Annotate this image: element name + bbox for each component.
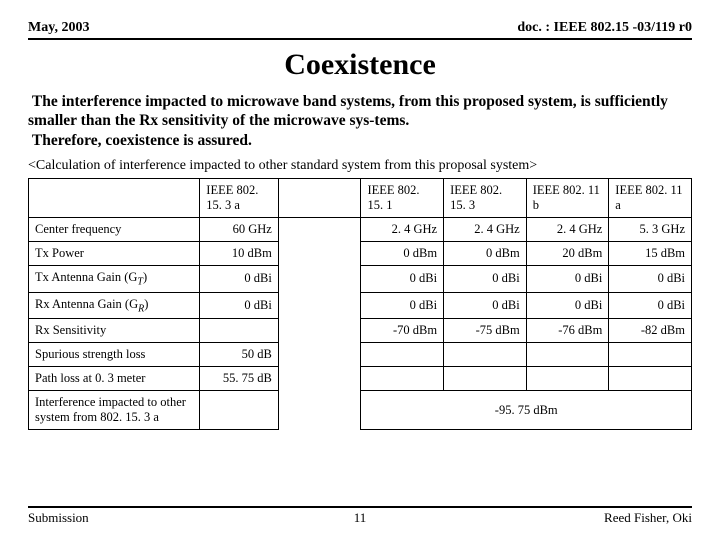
table-caption: <Calculation of interference impacted to… [28,158,692,174]
footer-page-number: 11 [28,510,692,526]
table-row: Tx Power10 dBm0 dBm0 dBm20 dBm15 dBm [29,242,692,266]
cell [200,319,279,343]
cell: 0 dBm [444,242,527,266]
cell: -82 dBm [609,319,692,343]
cell: 0 dBi [361,266,444,293]
col-header: IEEE 802. 15. 3 [444,179,527,218]
row-label: Rx Sensitivity [29,319,200,343]
table-row: Rx Antenna Gain (GR)0 dBi0 dBi0 dBi0 dBi… [29,292,692,319]
cell [444,367,527,391]
cell: 50 dB [200,343,279,367]
cell: 0 dBi [444,266,527,293]
row-label: Tx Power [29,242,200,266]
cell [609,367,692,391]
cell: 0 dBi [200,292,279,319]
header-date: May, 2003 [28,20,89,36]
table-row: Rx Sensitivity -70 dBm-75 dBm-76 dBm-82 d… [29,319,692,343]
table-row: Path loss at 0. 3 meter55. 75 dB [29,367,692,391]
cell [200,391,279,430]
cell: 0 dBi [444,292,527,319]
cell: 0 dBi [526,292,609,319]
interference-table: IEEE 802. 15. 3 a IEEE 802. 15. 1 IEEE 8… [28,178,692,430]
cell [526,343,609,367]
body-line-1: The interference impacted to microwave b… [28,93,668,129]
cell [526,367,609,391]
cell: -76 dBm [526,319,609,343]
table-row: Tx Antenna Gain (GT)0 dBi0 dBi0 dBi0 dBi… [29,266,692,293]
col-header: IEEE 802. 15. 3 a [200,179,279,218]
cell: 0 dBi [200,266,279,293]
cell: -75 dBm [444,319,527,343]
cell [361,367,444,391]
page-footer: Submission 11 Reed Fisher, Oki [28,506,692,526]
cell: 15 dBm [609,242,692,266]
row-label: Center frequency [29,218,200,242]
cell: 2. 4 GHz [361,218,444,242]
table-header-row: IEEE 802. 15. 3 a IEEE 802. 15. 1 IEEE 8… [29,179,692,218]
cell: 0 dBi [526,266,609,293]
row-label: Rx Antenna Gain (GR) [29,292,200,319]
cell: 20 dBm [526,242,609,266]
cell [361,343,444,367]
cell [444,343,527,367]
cell [609,343,692,367]
cell: 2. 4 GHz [526,218,609,242]
interference-value: -95. 75 dBm [361,391,692,430]
col-header: IEEE 802. 15. 1 [361,179,444,218]
cell: 55. 75 dB [200,367,279,391]
cell: 0 dBi [609,266,692,293]
table-row: Interference impacted to other system fr… [29,391,692,430]
body-paragraph: The interference impacted to microwave b… [28,92,692,150]
cell: 0 dBi [361,292,444,319]
cell: 0 dBi [609,292,692,319]
page-title: Coexistence [28,48,692,82]
cell: 10 dBm [200,242,279,266]
cell: 5. 3 GHz [609,218,692,242]
row-label: Path loss at 0. 3 meter [29,367,200,391]
table-corner-cell [29,179,200,218]
cell: -70 dBm [361,319,444,343]
table-row: Spurious strength loss50 dB [29,343,692,367]
row-label: Spurious strength loss [29,343,200,367]
page-header: May, 2003 doc. : IEEE 802.15 -03/119 r0 [28,20,692,40]
header-docnum: doc. : IEEE 802.15 -03/119 r0 [517,20,692,36]
col-header: IEEE 802. 11 b [526,179,609,218]
cell: 2. 4 GHz [444,218,527,242]
col-header: IEEE 802. 11 a [609,179,692,218]
row-label: Interference impacted to other system fr… [29,391,200,430]
cell: 0 dBm [361,242,444,266]
cell: 60 GHz [200,218,279,242]
row-label: Tx Antenna Gain (GT) [29,266,200,293]
table-row: Center frequency60 GHz2. 4 GHz2. 4 GHz2.… [29,218,692,242]
body-line-2: Therefore, coexistence is assured. [32,132,252,149]
